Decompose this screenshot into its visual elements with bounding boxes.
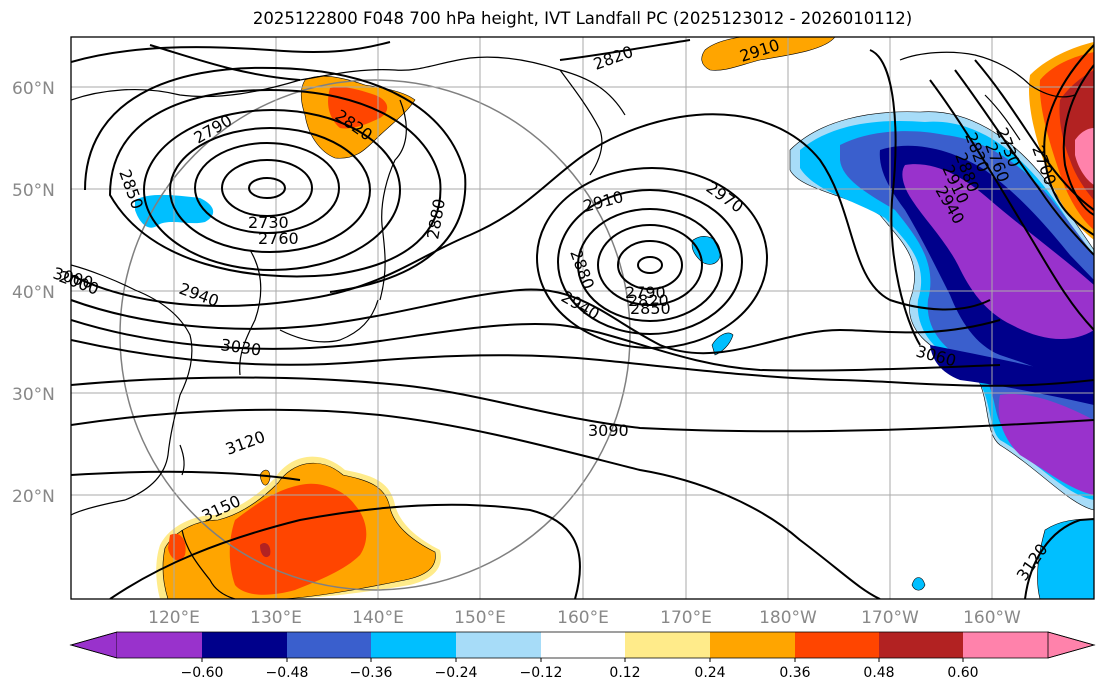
- contour-label: 2760: [258, 229, 299, 248]
- colorbar: −0.60 −0.48 −0.36 −0.24 −0.12 0.12 0.24 …: [69, 631, 1096, 681]
- lon-label-130e: 130°E: [250, 608, 302, 628]
- lon-label-170e: 170°E: [660, 608, 712, 628]
- ivt-positive-sw-red-west: [168, 533, 186, 561]
- contour-label: 2970: [703, 178, 747, 217]
- colorbar-label: −0.36: [350, 665, 393, 681]
- contour-label: 2000: [57, 267, 102, 299]
- latitude-labels: 60°N 50°N 40°N 30°N 20°N: [12, 79, 55, 507]
- colorbar-swatch: [710, 632, 795, 658]
- colorbar-swatch: [456, 632, 541, 658]
- map-area: [71, 37, 1094, 599]
- colorbar-swatch: [287, 632, 371, 658]
- lat-label-20n: 20°N: [12, 487, 55, 507]
- colorbar-swatch: [541, 632, 625, 658]
- longitude-labels: 120°E 130°E 140°E 150°E 160°E 170°E 180°…: [148, 608, 1021, 628]
- lon-label-160w: 160°W: [963, 608, 1021, 628]
- ivt-positive-sw-red: [229, 483, 367, 595]
- colorbar-label: 0.60: [947, 665, 978, 681]
- landfall-radius-circle: [119, 79, 631, 591]
- ivt-negative-navy-band: [930, 345, 1094, 405]
- ivt-negative-purple-south: [998, 394, 1094, 495]
- colorbar-swatch: [963, 632, 1048, 658]
- colorbar-label: −0.12: [520, 665, 563, 681]
- colorbar-outline: [69, 631, 1096, 659]
- colorbar-high-extend: [1047, 631, 1096, 659]
- ivt-negative-patch-center: [691, 236, 721, 265]
- colorbar-swatch: [795, 632, 879, 658]
- contour-label: 2850: [630, 299, 671, 318]
- map-title: 2025122800 F048 700 hPa height, IVT Land…: [252, 9, 913, 28]
- ivt-negative-patch-tiny: [911, 577, 926, 591]
- contour-label: 3090: [588, 421, 629, 440]
- ivt-shading: [135, 37, 1094, 599]
- lon-label-120e: 120°E: [148, 608, 200, 628]
- contour-label: 3120: [223, 427, 268, 459]
- colorbar-label: 0.12: [609, 665, 640, 681]
- colorbar-swatch: [117, 632, 202, 658]
- lon-label-170w: 170°W: [861, 608, 919, 628]
- ivt-positive-sw-brick: [260, 543, 271, 558]
- colorbar-swatch: [625, 632, 710, 658]
- contour-label: 2820: [628, 291, 669, 310]
- map-frame: [70, 36, 1095, 600]
- contour-label: 2880: [566, 247, 598, 292]
- colorbar-label: 0.36: [779, 665, 810, 681]
- ivt-negative-purple: [902, 164, 1094, 340]
- lat-label-30n: 30°N: [12, 385, 55, 405]
- lon-label-160e: 160°E: [557, 608, 609, 628]
- colorbar-label: 0.48: [863, 665, 894, 681]
- lat-label-40n: 40°N: [12, 283, 55, 303]
- contour-label: 2940: [558, 287, 603, 324]
- contour-label: 2820: [591, 42, 636, 74]
- ivt-positive-top: [701, 37, 836, 71]
- contour-label: 2880: [423, 197, 449, 240]
- coastlines: [71, 51, 1076, 599]
- contour-label: 2790: [191, 111, 236, 148]
- lon-label-140e: 140°E: [352, 608, 404, 628]
- colorbar-low-extend: [69, 631, 118, 659]
- lat-label-50n: 50°N: [12, 181, 55, 201]
- lon-label-150e: 150°E: [454, 608, 506, 628]
- ivt-positive-sw-spot: [259, 469, 271, 486]
- colorbar-label: 0.24: [694, 665, 725, 681]
- ivt-positive-ne-pink: [1075, 128, 1094, 185]
- gridlines: [71, 37, 1094, 599]
- height-contours: [71, 39, 1094, 599]
- colorbar-label: −0.48: [266, 665, 309, 681]
- contour-label: 2910: [581, 187, 625, 216]
- lon-label-180w: 180°W: [759, 608, 817, 628]
- ivt-negative-patch-se: [1037, 519, 1094, 599]
- contour-label: 3030: [219, 335, 262, 359]
- contour-label: 2730: [248, 213, 289, 232]
- colorbar-label: −0.60: [181, 665, 224, 681]
- contour-label: 2790: [625, 283, 666, 302]
- colorbar-swatch: [879, 632, 963, 658]
- lat-label-60n: 60°N: [12, 79, 55, 99]
- colorbar-swatch: [202, 632, 287, 658]
- colorbar-label: −0.24: [435, 665, 478, 681]
- colorbar-swatch: [371, 632, 456, 658]
